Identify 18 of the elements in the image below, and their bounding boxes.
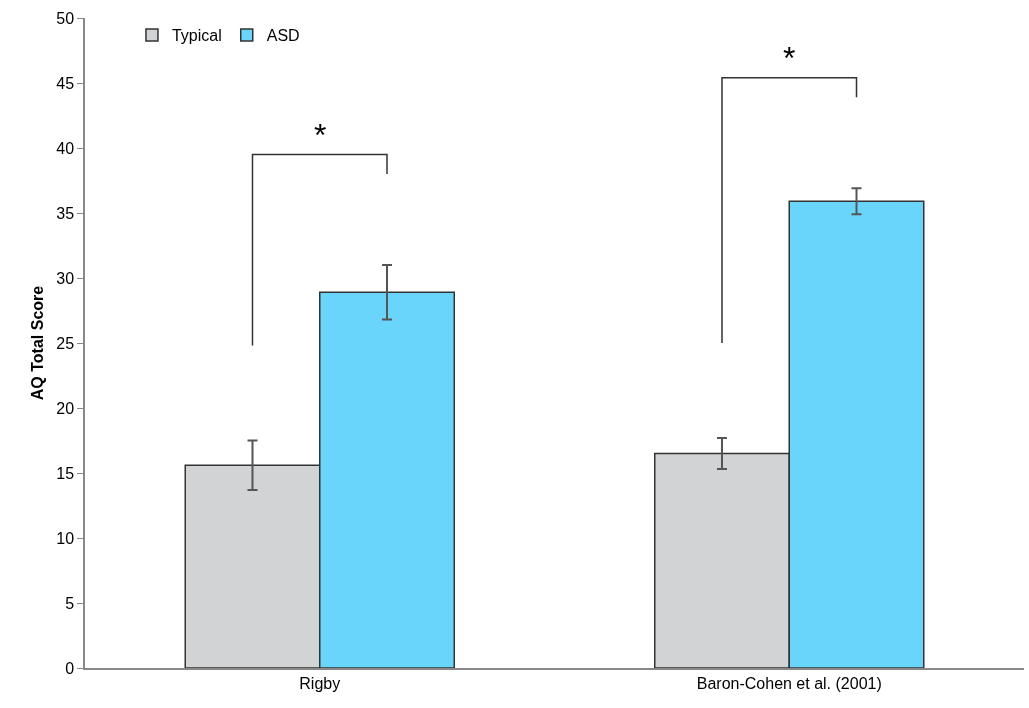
y-axis-title: AQ Total Score bbox=[28, 285, 46, 401]
y-tick-label: 10 bbox=[56, 529, 75, 547]
y-tick-label: 30 bbox=[56, 269, 75, 287]
legend-label: ASD bbox=[266, 27, 300, 45]
y-tick-label: 0 bbox=[65, 659, 75, 677]
y-tick-label: 20 bbox=[56, 399, 75, 417]
y-tick-label: 50 bbox=[56, 9, 75, 27]
y-tick-label: 15 bbox=[56, 464, 75, 482]
y-tick-label: 35 bbox=[56, 204, 75, 222]
y-tick-label: 40 bbox=[56, 139, 75, 157]
y-tick-label: 25 bbox=[56, 334, 75, 352]
x-tick-label: Baron-Cohen et al. (2001) bbox=[696, 674, 882, 692]
y-tick-label: 5 bbox=[65, 594, 75, 612]
legend-label: Typical bbox=[171, 27, 222, 45]
annotation: * bbox=[783, 40, 796, 76]
y-tick-label: 45 bbox=[56, 74, 75, 92]
x-tick-label: Rigby bbox=[299, 674, 341, 692]
annotation: * bbox=[314, 117, 327, 153]
